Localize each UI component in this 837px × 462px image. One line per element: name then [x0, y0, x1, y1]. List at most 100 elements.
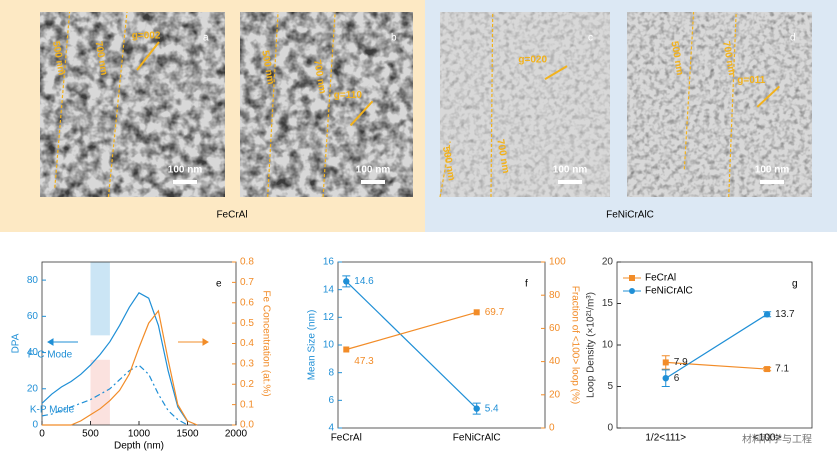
y2-tick-label: 0.4: [240, 338, 254, 349]
y-tick-label: 0: [607, 423, 613, 434]
scale-bar-label: 100 nm: [168, 165, 203, 176]
y-tick-label: 8: [328, 367, 334, 378]
marker: [473, 309, 480, 316]
panel-letter: d: [790, 33, 796, 44]
micrograph-texture: [627, 12, 812, 197]
y-tick-label: 16: [323, 257, 335, 268]
y-tick-label: 20: [27, 383, 39, 394]
scale-bar: [558, 180, 582, 184]
y2-tick-label: 80: [549, 290, 561, 301]
panel-letter: f: [525, 279, 528, 290]
y-tick-label: 12: [323, 312, 335, 323]
y-tick-label: 40: [27, 347, 39, 358]
marker: [763, 311, 771, 318]
depth-line: [107, 11, 128, 198]
y-tick-label: 10: [602, 340, 614, 351]
x-tick-label: 1500: [176, 429, 199, 440]
y-axis-label: DPA: [11, 333, 22, 353]
y2-tick-label: 0: [549, 423, 555, 434]
y2-tick-label: 0.7: [240, 277, 254, 288]
marker: [473, 405, 480, 412]
g-arrow: [544, 65, 568, 81]
g-arrow: [136, 41, 160, 71]
depth-line: [439, 141, 451, 198]
y-tick-label: 4: [328, 423, 334, 434]
watermark: 材料科学与工程: [742, 433, 812, 446]
series-line: [42, 309, 198, 426]
x-tick-label: FeNiCrAlC: [453, 433, 501, 444]
y2-axis-label: Fe Concentration (at.%): [260, 290, 271, 396]
plot-frame: [41, 261, 237, 426]
y2-tick-label: 0.5: [240, 318, 254, 329]
g-vector: g=110: [334, 90, 363, 101]
scale-bar: [361, 180, 385, 184]
series-annotation: F-C Mode: [28, 350, 73, 361]
series-line: [41, 364, 188, 426]
value-label: 7.1: [775, 364, 789, 375]
g-arrow: [349, 100, 374, 127]
x-tick-label: 1000: [128, 429, 151, 440]
y-axis-label: Loop Density (×10²¹/m³): [586, 292, 597, 398]
series-annotation: K-P Mode: [30, 405, 75, 416]
depth-line: [322, 11, 336, 198]
legend-label: FeCrAl: [645, 273, 676, 284]
y2-tick-label: 0.6: [240, 297, 254, 308]
series-line: [345, 280, 478, 410]
value-label: 5.4: [485, 403, 499, 414]
x-tick-label: FeCrAl: [331, 433, 362, 444]
y-tick-label: 6: [328, 395, 334, 406]
value-label: 7.9: [674, 357, 688, 368]
y2-axis-label: Fraction of <100> loop (%): [569, 286, 580, 404]
value-label: 69.7: [485, 307, 505, 318]
micrograph-texture: [440, 12, 610, 197]
y2-tick-label: 0.2: [240, 379, 254, 390]
series-line: [41, 292, 188, 422]
annotation-arrow: [47, 338, 78, 346]
panel-letter: g: [792, 279, 798, 290]
g-vector: g=002: [132, 31, 161, 42]
g-vector: g=020: [518, 55, 547, 66]
legend-marker: [629, 288, 635, 294]
x-tick-label: 2000: [225, 429, 248, 440]
panel-letter: b: [391, 33, 397, 44]
depth-line: [267, 11, 279, 198]
panel-letter: e: [216, 279, 222, 290]
annotation-arrow: [178, 338, 209, 346]
y-tick-label: 60: [27, 311, 39, 322]
group-label: FeCrAl: [216, 210, 247, 221]
y-tick-label: 20: [602, 257, 614, 268]
x-tick-label: 0: [39, 429, 45, 440]
series-line: [346, 311, 477, 351]
series-line: [665, 313, 768, 379]
value-label: 13.7: [775, 309, 795, 320]
x-axis-label: Depth (nm): [114, 441, 164, 452]
g-arrow: [756, 85, 780, 108]
legend-label: FeNiCrAlC: [645, 286, 693, 297]
y2-tick-label: 0.0: [240, 420, 254, 431]
scale-bar: [173, 180, 197, 184]
y2-tick-label: 100: [549, 257, 566, 268]
value-label: 14.6: [354, 276, 374, 287]
depth-line: [54, 11, 71, 188]
legend-marker: [629, 275, 635, 281]
y2-tick-label: 40: [549, 356, 561, 367]
highlight-band: [90, 262, 110, 336]
y-tick-label: 5: [607, 381, 613, 392]
y-axis-label: Mean Size (nm): [307, 310, 318, 381]
marker: [662, 359, 669, 366]
scale-bar-label: 100 nm: [356, 165, 391, 176]
group-label: FeNiCrAlC: [606, 210, 654, 221]
x-tick-label: 1/2<111>: [645, 433, 686, 444]
marker: [764, 366, 771, 373]
micrograph-texture: [40, 12, 225, 197]
y-tick-label: 14: [323, 284, 335, 295]
scale-bar-label: 100 nm: [755, 165, 790, 176]
depth-line: [728, 11, 737, 198]
series-line: [665, 361, 768, 370]
scale-bar: [760, 180, 784, 184]
y2-tick-label: 60: [549, 323, 561, 334]
x-tick-label: 500: [82, 429, 99, 440]
y-tick-label: 15: [602, 298, 614, 309]
marker: [662, 375, 669, 382]
